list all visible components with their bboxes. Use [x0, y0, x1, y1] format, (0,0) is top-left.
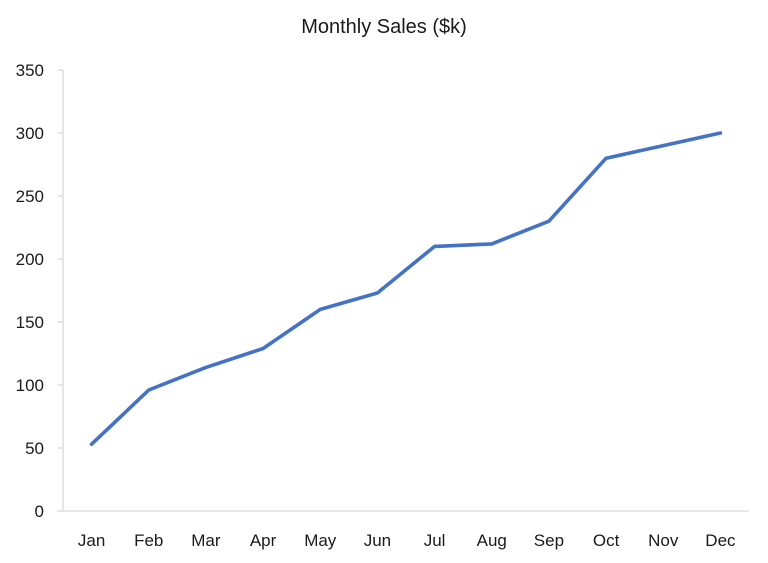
- x-tick-label: Feb: [134, 531, 163, 550]
- y-tick-label: 100: [16, 376, 44, 395]
- x-tick-label: Sep: [534, 531, 564, 550]
- x-tick-label: Jun: [364, 531, 391, 550]
- series-line: [89, 131, 723, 447]
- x-tick-label: Jan: [78, 531, 105, 550]
- series-sales: [89, 131, 723, 447]
- chart-title: Monthly Sales ($k): [301, 16, 467, 38]
- x-tick-label: May: [304, 531, 337, 550]
- x-axis: Jan Feb Mar Apr May Jun Jul Aug Sep Oct Nov Dec: [57, 510, 749, 550]
- x-tick-label: Nov: [648, 531, 679, 550]
- x-tick-label: Jul: [424, 531, 446, 550]
- y-tick-label: 0: [35, 502, 44, 521]
- y-tick-label: 200: [16, 250, 44, 269]
- y-tick-label: 150: [16, 313, 44, 332]
- x-tick-label: Aug: [477, 531, 507, 550]
- y-tick-label: 300: [16, 124, 44, 143]
- x-tick-label: Mar: [191, 531, 221, 550]
- x-tick-label: Apr: [250, 531, 277, 550]
- y-tick-label: 250: [16, 187, 44, 206]
- y-tick-label: 50: [25, 439, 44, 458]
- y-tick-label: 350: [16, 61, 44, 80]
- y-axis: 0 50 100 150 200 250 300 350: [16, 61, 64, 521]
- x-tick-label: Oct: [593, 531, 620, 550]
- x-tick-label: Dec: [705, 531, 736, 550]
